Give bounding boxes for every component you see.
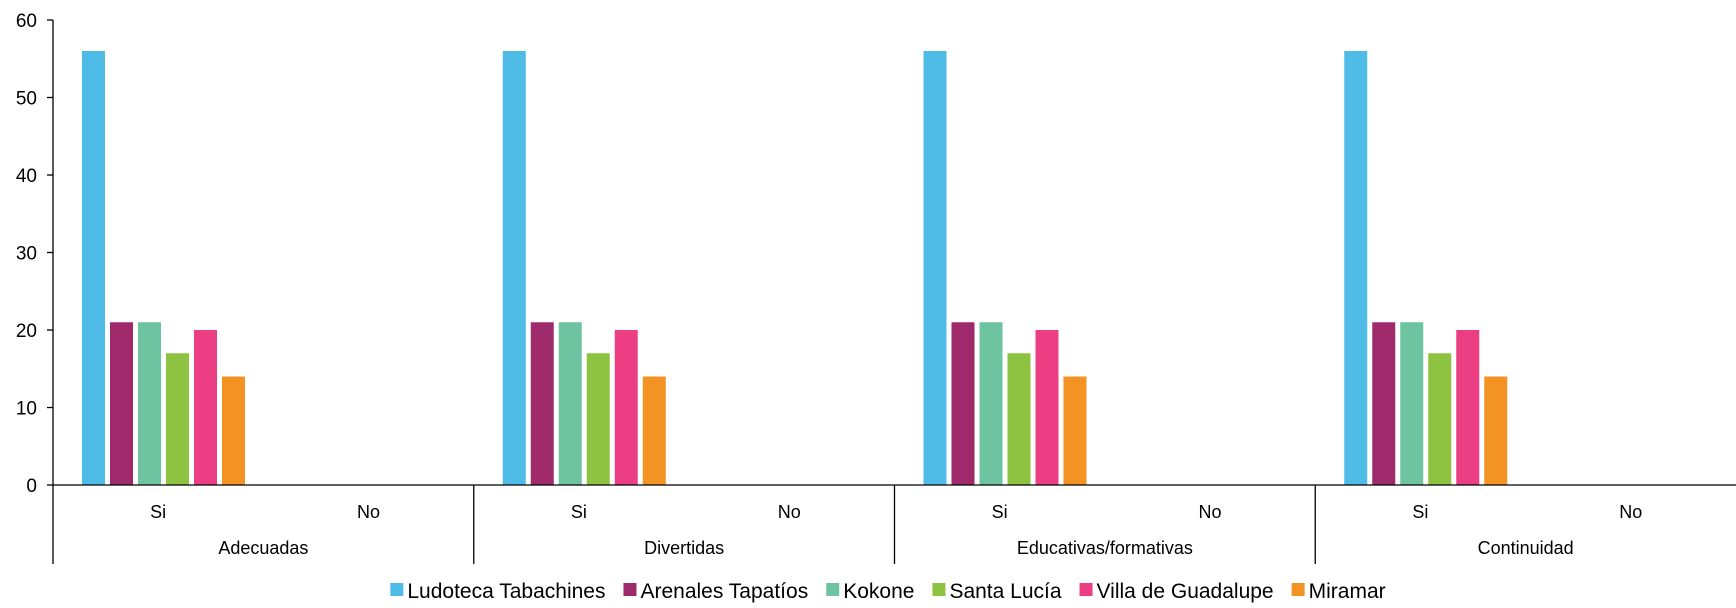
bar-arenales-tapat-os-si [1372,322,1396,485]
bar-villa-de-guadalupe-si [194,330,217,485]
bar-kokone-si [558,322,582,485]
legend: Ludoteca Tabachines Arenales Tapatíos Koko… [390,580,1386,603]
bar-villa-de-guadalupe-si [614,330,638,485]
category-label: Si [571,502,587,522]
category-label: Si [992,502,1008,522]
bar-ludoteca-tabachines-si [923,51,947,485]
y-axis: 0 10 20 30 40 50 60 [16,11,54,564]
legend-label: Villa de Guadalupe [1097,580,1274,603]
bar-santa-luc-a-si [1428,353,1452,485]
bar-arenales-tapat-os-si [951,322,975,485]
bar-arenales-tapat-os-si [110,322,133,485]
bar-ludoteca-tabachines-si [502,51,526,485]
bar-miramar-si [1484,376,1508,485]
bars [82,51,1508,485]
legend-swatch [932,583,946,596]
bar-kokone-si [138,322,161,485]
group-label: Continuidad [1478,538,1574,558]
bar-miramar-si [222,376,245,485]
bar-villa-de-guadalupe-si [1035,330,1059,485]
group-label: Divertidas [644,538,724,558]
y-tick-label: 30 [16,244,37,265]
bar-miramar-si [1063,376,1087,485]
legend-swatch [826,583,840,596]
category-label: No [1199,502,1222,522]
bar-ludoteca-tabachines-si [1344,51,1368,485]
bar-villa-de-guadalupe-si [1456,330,1480,485]
category-label: Si [150,502,166,522]
y-tick-label: 60 [16,11,37,32]
bar-kokone-si [979,322,1003,485]
y-tick-label: 0 [26,476,37,497]
category-label: Si [1412,502,1428,522]
group-label: Educativas/formativas [1017,538,1193,558]
y-tick-label: 10 [16,399,37,420]
group-label: Adecuadas [218,538,308,558]
bar-santa-luc-a-si [1007,353,1031,485]
bar-kokone-si [1400,322,1424,485]
legend-label: Ludoteca Tabachines [407,580,605,603]
y-tick-label: 20 [16,321,37,342]
x-axis: Adecuadas Si No Divertidas Si No Educativas/fo… [53,484,1736,564]
y-tick-label: 50 [16,89,37,110]
legend-label: Miramar [1309,580,1386,603]
legend-swatch [623,583,637,596]
legend-label: Arenales Tapatíos [640,580,808,603]
category-label: No [1619,502,1642,522]
legend-swatch [390,583,404,596]
category-label: No [778,502,801,522]
bar-miramar-si [642,376,666,485]
legend-swatch [1291,583,1305,596]
bar-arenales-tapat-os-si [530,322,554,485]
bar-santa-luc-a-si [166,353,189,485]
y-tick-label: 40 [16,166,37,187]
bar-santa-luc-a-si [586,353,610,485]
legend-label: Kokone [843,580,914,603]
legend-swatch [1079,583,1093,596]
legend-label: Santa Lucía [949,580,1061,603]
category-label: No [357,502,380,522]
bar-ludoteca-tabachines-si [82,51,105,485]
